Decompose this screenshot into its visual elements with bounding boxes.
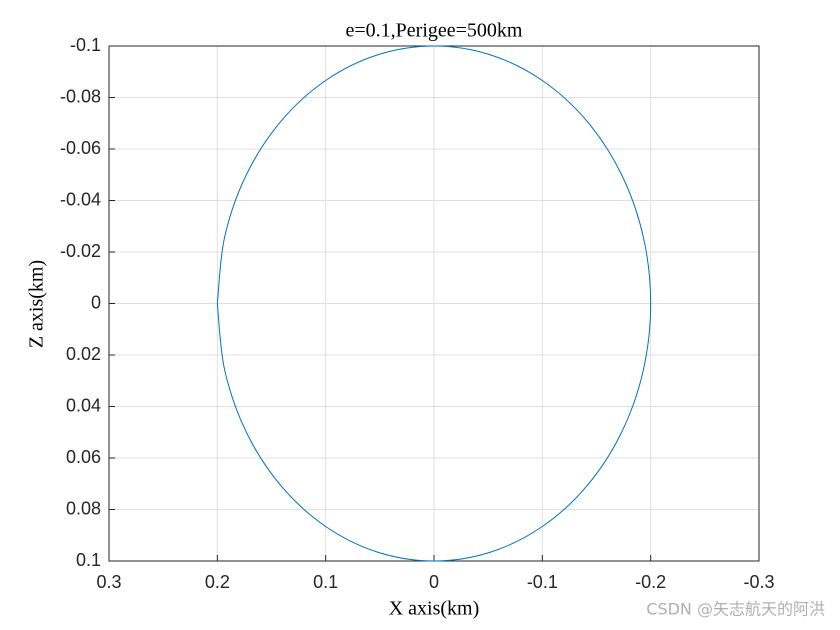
- y-tick-label: 0.1: [76, 550, 101, 570]
- y-tick-label: -0.1: [70, 35, 101, 55]
- watermark: CSDN @矢志航天的阿洪: [646, 600, 825, 619]
- x-axis-label: X axis(km): [389, 598, 480, 620]
- x-tick-label: 0.1: [313, 572, 338, 592]
- y-tick-label: -0.02: [60, 241, 101, 261]
- x-tick-label: 0: [429, 572, 439, 592]
- x-tick-label: 0.3: [96, 572, 121, 592]
- y-tick-label: 0.08: [66, 498, 101, 518]
- y-tick-label: -0.06: [60, 138, 101, 158]
- y-axis-label: Z axis(km): [26, 260, 48, 348]
- y-tick-label: -0.08: [60, 86, 101, 106]
- x-tick-label: -0.3: [743, 572, 774, 592]
- x-tick-label: -0.1: [527, 572, 558, 592]
- x-tick-label: -0.2: [635, 572, 666, 592]
- y-tick-label: 0.02: [66, 344, 101, 364]
- chart-title: e=0.1,Perigee=500km: [346, 20, 523, 42]
- y-tick-label: 0: [91, 292, 101, 312]
- y-tick-label: 0.04: [66, 395, 101, 415]
- y-tick-label: 0.06: [66, 447, 101, 467]
- x-tick-label: 0.2: [205, 572, 230, 592]
- line-series: [216, 45, 652, 562]
- y-tick-label: -0.04: [60, 189, 101, 209]
